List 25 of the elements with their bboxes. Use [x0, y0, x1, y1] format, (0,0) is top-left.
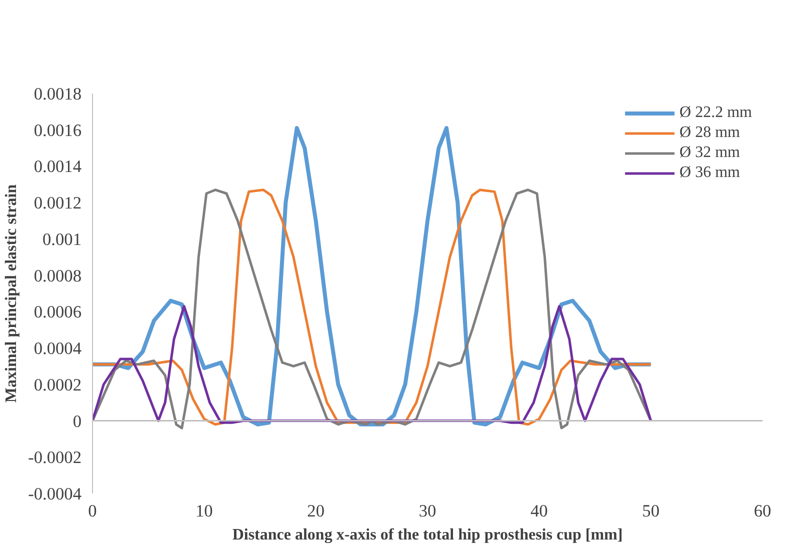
legend-label: Ø 36 mm — [680, 164, 740, 182]
y-axis-title: Maximal principal elastic strain — [3, 184, 20, 403]
legend-label: Ø 22.2 mm — [680, 104, 752, 122]
x-axis-title: Distance along x-axis of the total hip prosthesis cup [mm] — [232, 526, 623, 544]
y-tick-label: 0.0012 — [34, 194, 82, 213]
y-tick-label: 0 — [72, 412, 82, 431]
x-tick-label: 60 — [754, 502, 772, 520]
y-tick-label: 0.0006 — [34, 302, 82, 322]
y-tick-label: -0.0004 — [28, 484, 82, 504]
y-tick-label: 0.0016 — [34, 120, 82, 140]
y-tick-label: 0.0014 — [34, 157, 82, 176]
y-tick-label: -0.0002 — [28, 448, 82, 468]
y-tick-label: 0.0008 — [34, 266, 82, 286]
x-tick-label: 40 — [530, 502, 548, 520]
y-tick-label: 0.001 — [42, 230, 82, 249]
x-tick-label: 20 — [307, 502, 324, 520]
legend-label: Ø 32 mm — [680, 144, 740, 162]
x-tick-label: 50 — [642, 502, 660, 520]
y-tick-label: 0.0002 — [34, 375, 82, 394]
legend-label: Ø 28 mm — [680, 124, 740, 142]
x-tick-label: 0 — [88, 502, 97, 520]
y-tick-label: 0.0004 — [34, 339, 82, 358]
x-tick-label: 10 — [196, 502, 213, 520]
x-tick-label: 30 — [418, 502, 436, 520]
y-tick-label: 0.0018 — [34, 84, 82, 104]
